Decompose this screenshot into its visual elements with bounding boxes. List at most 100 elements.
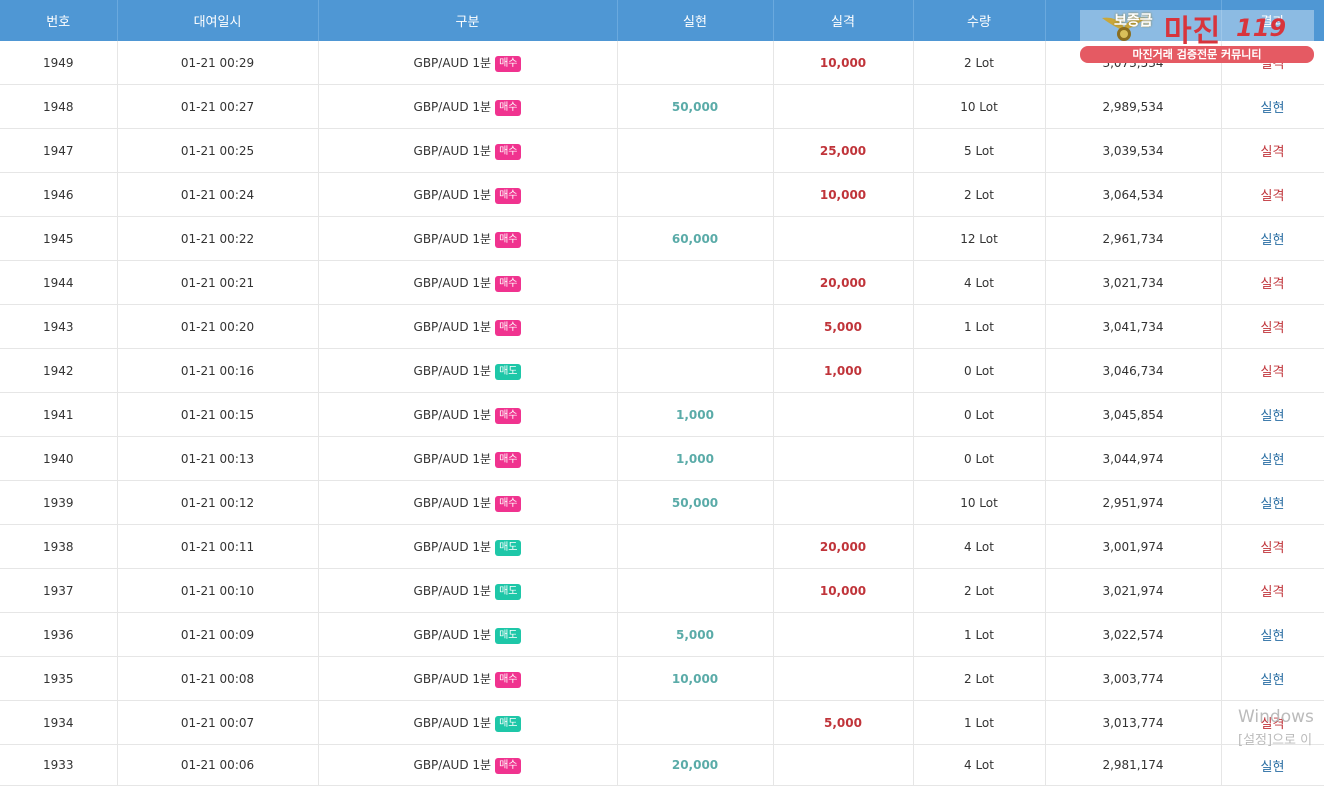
row-result[interactable]: 실격 (1221, 700, 1324, 745)
row-realized: 50,000 (617, 84, 774, 129)
row-quantity: 4 Lot (913, 524, 1046, 569)
header-lost[interactable]: 실격 (773, 0, 914, 41)
row-number: 1933 (0, 744, 118, 786)
row-deposit: 3,001,974 (1045, 524, 1222, 569)
row-lost (773, 436, 914, 481)
row-quantity: 0 Lot (913, 436, 1046, 481)
trade-type-badge: 매수 (495, 275, 522, 292)
row-result[interactable]: 실격 (1221, 524, 1324, 569)
row-category: GBP/AUD 1분 매수 (318, 172, 618, 217)
row-result[interactable]: 실현 (1221, 656, 1324, 701)
row-realized: 5,000 (617, 612, 774, 657)
row-quantity: 2 Lot (913, 172, 1046, 217)
trade-type-badge: 매수 (495, 451, 522, 468)
row-category: GBP/AUD 1분 매도 (318, 700, 618, 745)
row-result[interactable]: 실격 (1221, 568, 1324, 613)
row-category: GBP/AUD 1분 매도 (318, 524, 618, 569)
row-realized: 20,000 (617, 744, 774, 786)
row-realized (617, 260, 774, 305)
row-result[interactable]: 실현 (1221, 216, 1324, 261)
table-row: 1937 01-21 00:10 GBP/AUD 1분 매도 10,000 2 Lot 3,… (0, 568, 1324, 613)
row-number: 1934 (0, 700, 118, 745)
trade-type-badge: 매수 (495, 319, 522, 336)
row-deposit: 3,003,774 (1045, 656, 1222, 701)
row-number: 1941 (0, 392, 118, 437)
row-datetime: 01-21 00:29 (117, 41, 319, 85)
row-lost (773, 612, 914, 657)
row-deposit: 3,039,534 (1045, 128, 1222, 173)
row-deposit: 3,021,974 (1045, 568, 1222, 613)
trade-type-badge: 매도 (495, 583, 522, 600)
row-result[interactable]: 실현 (1221, 744, 1324, 786)
row-datetime: 01-21 00:09 (117, 612, 319, 657)
trade-type-badge: 매도 (495, 539, 522, 556)
row-deposit: 3,021,734 (1045, 260, 1222, 305)
row-result[interactable]: 실격 (1221, 348, 1324, 393)
row-result[interactable]: 실격 (1221, 172, 1324, 217)
row-pair: GBP/AUD 1분 (413, 583, 492, 598)
row-datetime: 01-21 00:16 (117, 348, 319, 393)
table-header-row: 번호 대여일시 구분 실현 실격 수량 보증금 결과 (0, 0, 1324, 41)
table-row: 1938 01-21 00:11 GBP/AUD 1분 매도 20,000 4 Lot 3,… (0, 524, 1324, 569)
row-category: GBP/AUD 1분 매수 (318, 744, 618, 786)
row-lost: 10,000 (773, 568, 914, 613)
row-category: GBP/AUD 1분 매수 (318, 128, 618, 173)
table-row: 1943 01-21 00:20 GBP/AUD 1분 매수 5,000 1 Lot 3,0… (0, 304, 1324, 349)
row-result[interactable]: 실격 (1221, 304, 1324, 349)
row-realized: 60,000 (617, 216, 774, 261)
row-pair: GBP/AUD 1분 (413, 99, 492, 114)
row-realized (617, 524, 774, 569)
row-number: 1946 (0, 172, 118, 217)
row-realized (617, 568, 774, 613)
row-quantity: 1 Lot (913, 304, 1046, 349)
trade-type-badge: 매수 (495, 758, 522, 774)
table-row: 1935 01-21 00:08 GBP/AUD 1분 매수 10,000 2 Lot 3,… (0, 656, 1324, 701)
row-datetime: 01-21 00:24 (117, 172, 319, 217)
row-lost: 25,000 (773, 128, 914, 173)
row-deposit: 3,045,854 (1045, 392, 1222, 437)
row-quantity: 10 Lot (913, 480, 1046, 525)
row-realized (617, 128, 774, 173)
row-datetime: 01-21 00:10 (117, 568, 319, 613)
row-datetime: 01-21 00:27 (117, 84, 319, 129)
row-realized (617, 700, 774, 745)
row-result[interactable]: 실현 (1221, 84, 1324, 129)
header-realized[interactable]: 실현 (617, 0, 774, 41)
row-number: 1943 (0, 304, 118, 349)
row-pair: GBP/AUD 1분 (413, 187, 492, 202)
row-lost: 1,000 (773, 348, 914, 393)
header-number[interactable]: 번호 (0, 0, 118, 41)
table-row: 1941 01-21 00:15 GBP/AUD 1분 매수 1,000 0 Lot 3,0… (0, 392, 1324, 437)
trade-type-badge: 매도 (495, 715, 522, 732)
trade-type-badge: 매수 (495, 231, 522, 248)
row-deposit: 3,064,534 (1045, 172, 1222, 217)
header-category[interactable]: 구분 (318, 0, 618, 41)
trade-type-badge: 매수 (495, 143, 522, 160)
row-result[interactable]: 실현 (1221, 612, 1324, 657)
row-pair: GBP/AUD 1분 (413, 363, 492, 378)
row-deposit: 2,951,974 (1045, 480, 1222, 525)
row-pair: GBP/AUD 1분 (413, 275, 492, 290)
table-row: 1942 01-21 00:16 GBP/AUD 1분 매도 1,000 0 Lot 3,0… (0, 348, 1324, 393)
row-category: GBP/AUD 1분 매도 (318, 612, 618, 657)
row-result[interactable]: 실격 (1221, 260, 1324, 305)
logo-number: 119 (1236, 14, 1287, 42)
row-pair: GBP/AUD 1분 (413, 55, 492, 70)
table-row: 1933 01-21 00:06 GBP/AUD 1분 매수 20,000 4 Lot 2,… (0, 744, 1324, 786)
row-category: GBP/AUD 1분 매수 (318, 656, 618, 701)
row-quantity: 2 Lot (913, 41, 1046, 85)
row-result[interactable]: 실현 (1221, 480, 1324, 525)
header-result[interactable]: 결과 (1221, 0, 1324, 41)
trade-type-badge: 매수 (495, 407, 522, 424)
header-quantity[interactable]: 수량 (913, 0, 1046, 41)
row-pair: GBP/AUD 1분 (413, 671, 492, 686)
row-result[interactable]: 실현 (1221, 436, 1324, 481)
row-quantity: 0 Lot (913, 392, 1046, 437)
row-category: GBP/AUD 1분 매수 (318, 392, 618, 437)
header-datetime[interactable]: 대여일시 (117, 0, 319, 41)
row-result[interactable]: 실격 (1221, 128, 1324, 173)
row-category: GBP/AUD 1분 매수 (318, 480, 618, 525)
row-pair: GBP/AUD 1분 (413, 539, 492, 554)
row-result[interactable]: 실현 (1221, 392, 1324, 437)
